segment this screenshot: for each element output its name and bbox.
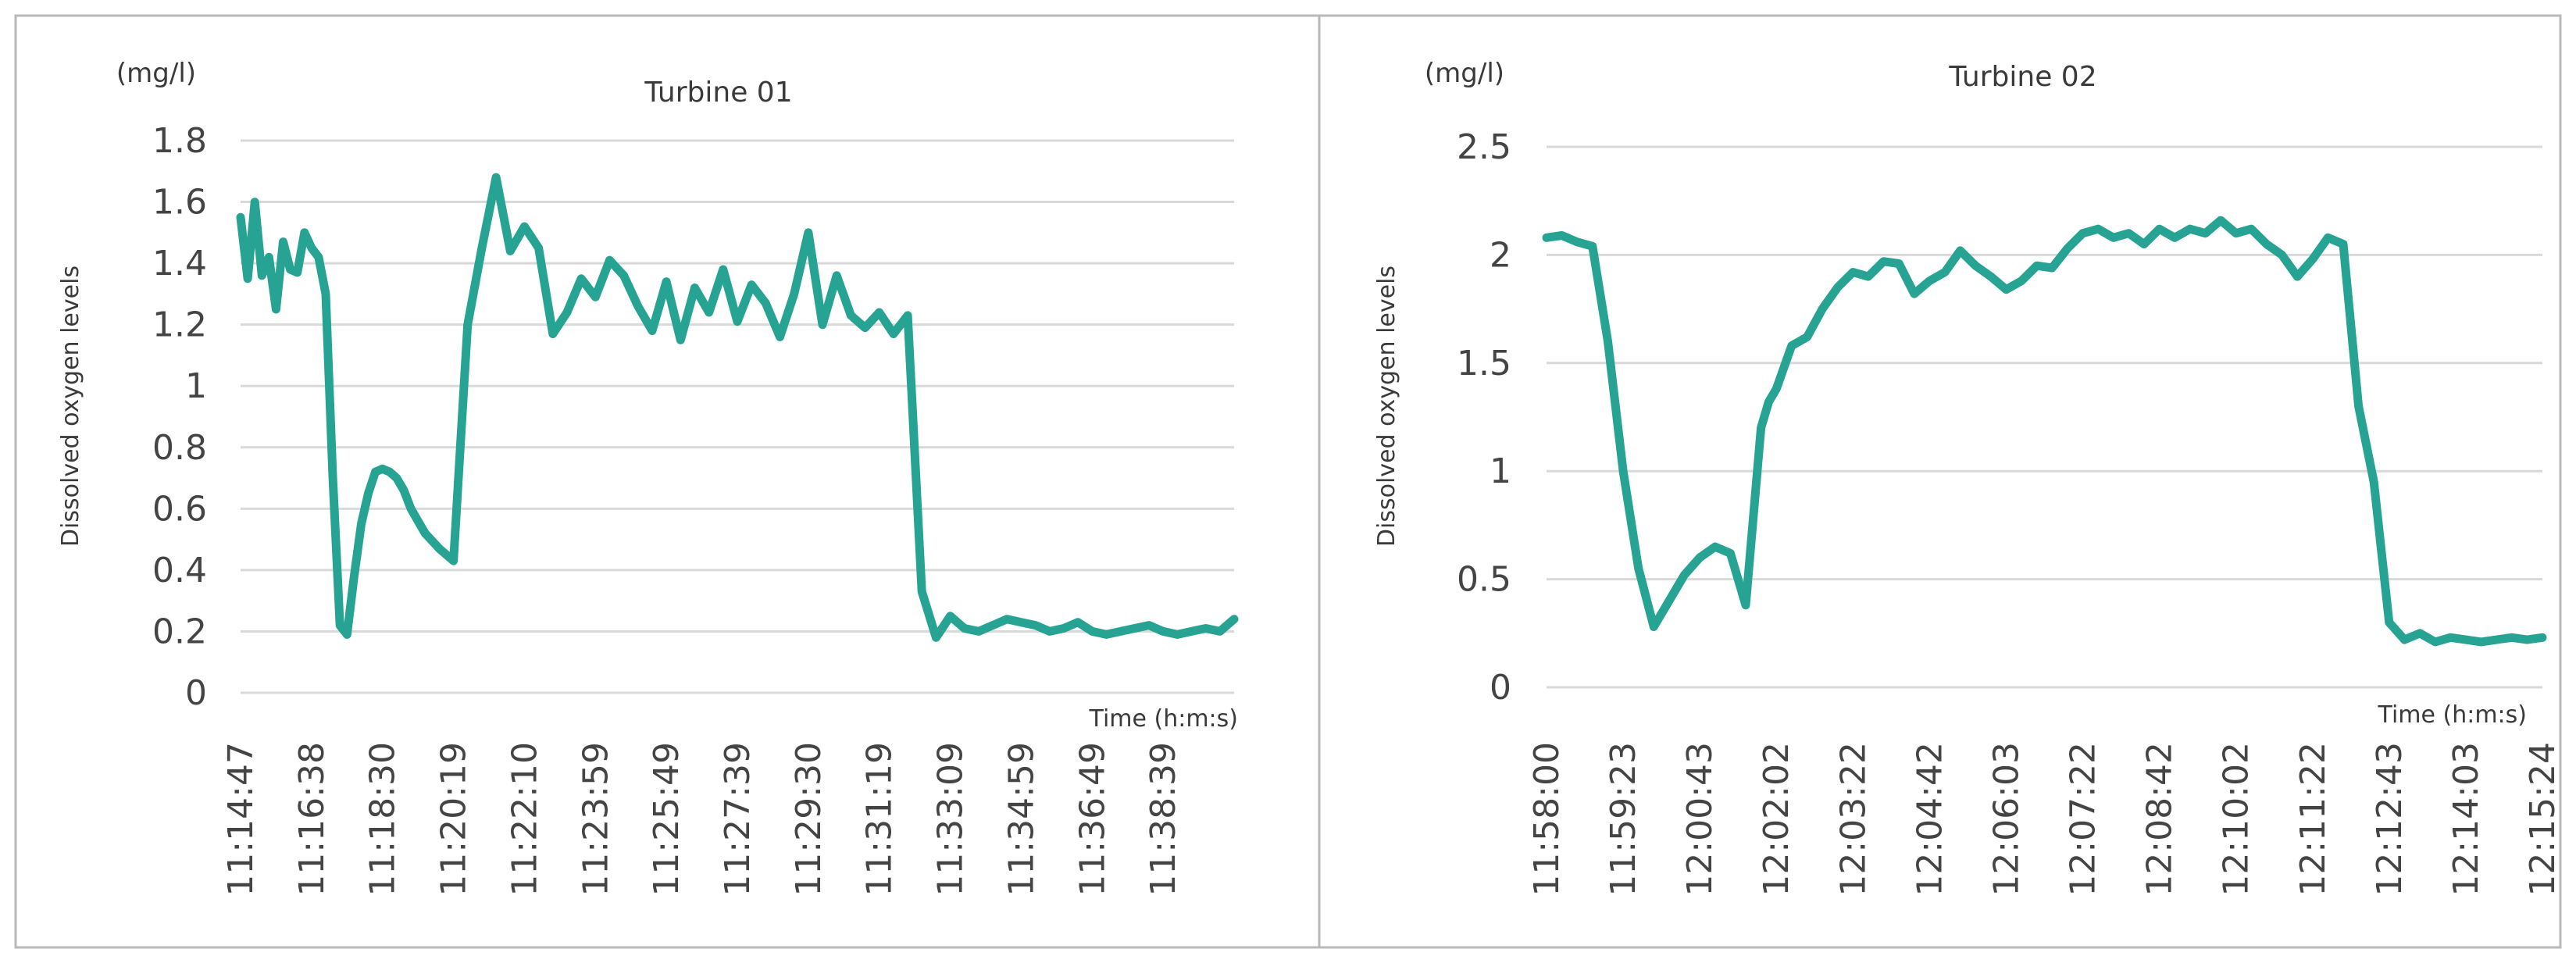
y-gridlines [1547,145,2542,689]
series-line [236,173,1239,642]
x-tick-label: 11:59:23 [1604,742,1643,897]
x-tick-label: 12:11:22 [2293,742,2333,897]
x-tick-labels: 11:58:00 11:59:23 12:00:43 12:02:02 12:03:22… [1527,742,2563,897]
x-tick-label: 11:58:00 [1527,742,1567,897]
x-tick-label: 12:08:42 [2140,742,2180,897]
y-tick-label: 1 [1490,451,1511,491]
x-tick-label: 11:20:19 [434,742,474,897]
x-tick-label: 12:12:43 [2370,742,2410,897]
series-line [1542,216,2547,647]
y-tick-label: 0.5 [1457,560,1511,600]
y-tick-label: 1.5 [1457,344,1511,383]
y-unit-label: (mg/l) [1425,58,1504,89]
y-unit-label: (mg/l) [116,58,196,89]
y-tick-labels: 0 0.5 1 1.5 2 2.5 [1457,127,1511,708]
x-tick-label: 11:33:09 [931,742,971,897]
y-tick-label: 2 [1490,235,1511,275]
x-tick-label: 11:29:30 [789,742,829,897]
x-tick-label: 12:00:43 [1680,742,1720,897]
chart-panel-frame [1318,14,2562,949]
y-tick-label: 1.6 [152,183,207,223]
x-tick-label: 11:31:19 [860,742,900,897]
y-tick-label: 2.5 [1457,127,1511,167]
y-gridlines [241,139,1234,694]
chart-panel-frame [14,14,1321,949]
y-tick-label: 0.2 [152,612,207,651]
series-layer [1542,216,2547,647]
x-tick-labels: 11:14:47 11:16:38 11:18:30 11:20:19 11:22:10… [221,742,1183,897]
chart-title: Turbine 02 [1948,61,2096,93]
y-axis-label: Dissolved oxygen levels [1373,266,1400,547]
y-tick-label: 0.6 [152,489,207,529]
y-tick-label: 0.4 [152,551,207,590]
x-tick-label: 11:14:47 [221,742,261,897]
x-tick-label: 12:15:24 [2523,742,2563,897]
x-tick-label: 11:27:39 [718,742,758,897]
x-axis-label: Time (h:m:s) [1089,705,1238,733]
x-tick-label: 11:23:59 [576,742,615,897]
y-tick-label: 0 [1490,668,1511,708]
y-tick-label: 1 [185,366,207,406]
x-tick-label: 11:34:59 [1001,742,1041,897]
x-tick-label: 11:22:10 [505,742,544,897]
y-tick-label: 1.2 [152,305,207,345]
x-tick-label: 12:04:42 [1910,742,1950,897]
y-tick-label: 0 [185,673,207,713]
x-tick-label: 12:03:22 [1833,742,1873,897]
x-tick-label: 11:18:30 [363,742,403,897]
chart-title: Turbine 01 [644,77,792,109]
y-axis-label: Dissolved oxygen levels [57,266,84,547]
x-tick-label: 11:16:38 [292,742,332,897]
y-tick-label: 0.8 [152,428,207,468]
y-tick-label: 1.4 [152,244,207,284]
chart-turbine-02: Turbine 02 (mg/l) Dissolved oxygen level… [1318,14,2563,949]
x-tick-label: 12:14:03 [2446,742,2486,897]
y-tick-labels: 0 0.2 0.4 0.6 0.8 1 1.2 1.4 1.6 1.8 [152,121,207,713]
x-tick-label: 12:02:02 [1757,742,1796,897]
y-tick-label: 1.8 [152,121,207,161]
x-tick-label: 12:10:02 [2217,742,2257,897]
x-tick-label: 12:07:22 [2064,742,2103,897]
x-tick-label: 11:38:39 [1144,742,1183,897]
x-tick-label: 11:25:49 [647,742,687,897]
x-tick-label: 12:06:03 [1986,742,2026,897]
x-axis-label: Time (h:m:s) [2378,701,2527,729]
x-tick-label: 11:36:49 [1072,742,1112,897]
chart-turbine-01: Turbine 01 (mg/l) Dissolved oxygen level… [14,14,1321,949]
series-layer [236,173,1239,642]
